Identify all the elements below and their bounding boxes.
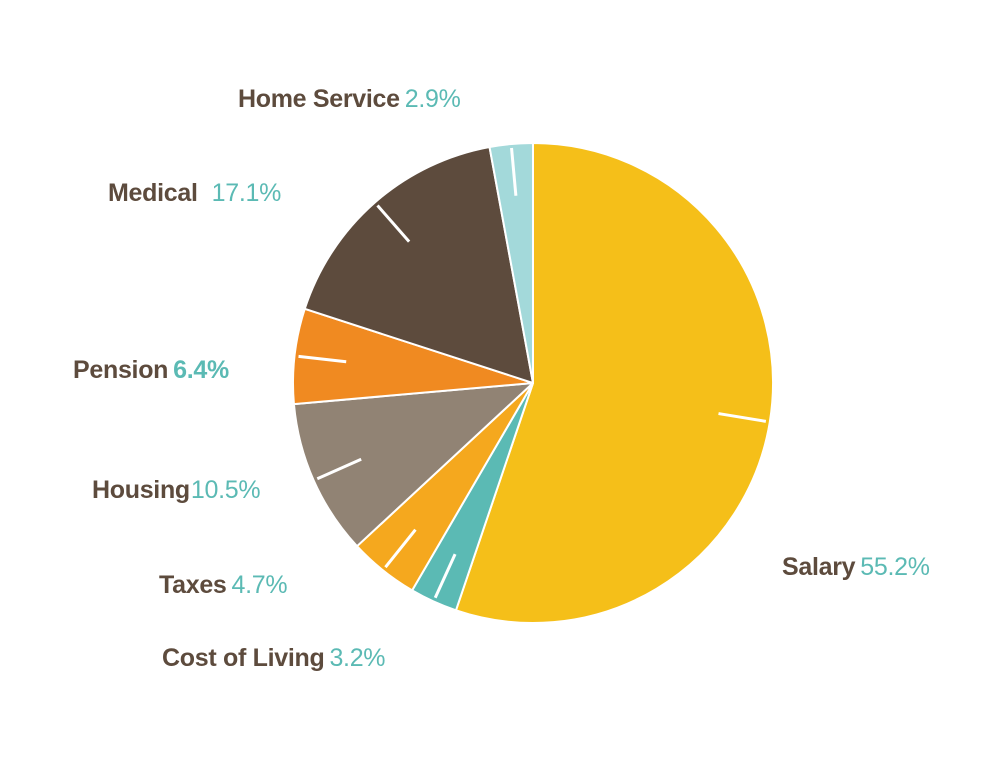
slice-value-pension: 6.4% — [173, 356, 229, 384]
slice-category-salary: Salary — [782, 553, 856, 581]
slice-label-home-service: Home Service 2.9% — [238, 84, 461, 114]
slice-category-pension: Pension — [73, 356, 169, 384]
slice-label-cost-of-living: Cost of Living 3.2% — [162, 643, 386, 673]
pie-leader-home-service — [510, 147, 518, 196]
slice-label-pension: Pension 6.4% — [73, 355, 229, 385]
slice-value-medical: 17.1% — [211, 179, 282, 207]
pie-leader-pension — [298, 354, 347, 364]
slice-label-taxes: Taxes 4.7% — [159, 570, 288, 600]
slice-label-medical: Medical 17.1% — [108, 178, 281, 208]
slice-category-medical: Medical — [108, 179, 198, 207]
pie-slice-home-service — [488, 142, 534, 384]
slice-label-salary: Salary 55.2% — [782, 552, 930, 582]
slice-category-taxes: Taxes — [159, 571, 227, 599]
pie-slice-housing — [292, 382, 534, 548]
slice-value-taxes: 4.7% — [231, 571, 288, 599]
pie-leader-cost-of-living — [433, 553, 457, 599]
slice-category-housing: Housing — [92, 476, 190, 504]
slice-value-home-service: 2.9% — [404, 85, 461, 113]
slice-category-cost-of-living: Cost of Living — [162, 644, 325, 672]
slice-category-home-service: Home Service — [238, 85, 400, 113]
pie-leader-housing — [316, 457, 362, 481]
pie-slice-medical — [303, 145, 534, 384]
slice-value-housing: 10.5% — [190, 476, 261, 504]
pie-leader-medical — [376, 204, 411, 243]
pie-slice-salary — [454, 142, 774, 624]
slice-label-housing: Housing10.5% — [92, 475, 261, 505]
pie-leader-salary — [718, 412, 767, 423]
pie-leader-taxes — [384, 528, 417, 569]
slice-value-salary: 55.2% — [860, 553, 930, 581]
slice-value-cost-of-living: 3.2% — [329, 644, 386, 672]
